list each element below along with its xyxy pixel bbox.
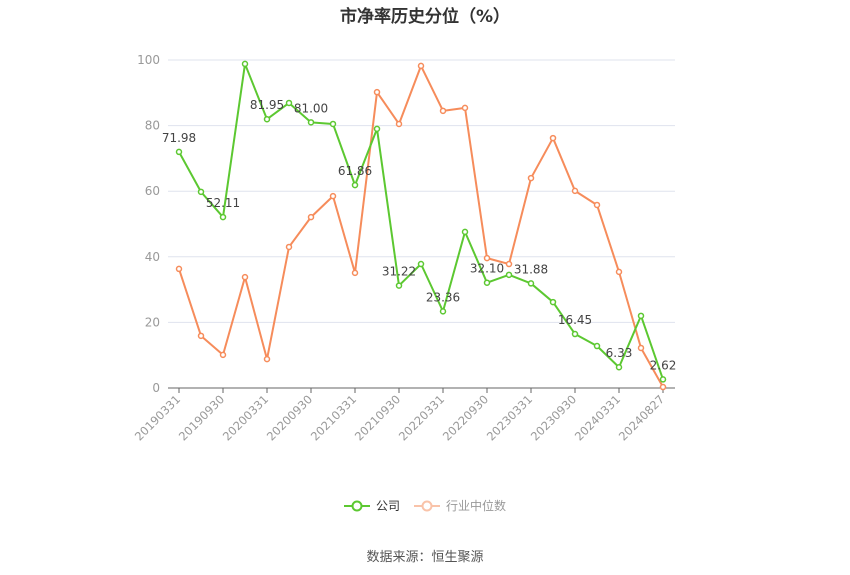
data-point[interactable]	[197, 332, 205, 340]
data-label: 31.88	[514, 262, 548, 276]
data-label: 2.62	[650, 358, 677, 372]
data-point[interactable]	[637, 344, 645, 352]
chart-title: 市净率历史分位（%）	[339, 7, 511, 27]
legend-item-industry-median[interactable]: 行业中位数	[414, 497, 506, 514]
data-point[interactable]	[417, 62, 425, 70]
data-point[interactable]	[175, 265, 183, 273]
industry-median-series-line	[178, 64, 664, 388]
legend-label-industry-median: 行业中位数	[446, 499, 507, 513]
data-label: 81.00	[294, 101, 328, 115]
data-point[interactable]	[395, 282, 403, 289]
data-point[interactable]	[461, 104, 469, 112]
data-point[interactable]	[615, 268, 623, 276]
y-tick-label: 40	[145, 250, 160, 264]
x-tick-label: 20240827	[616, 392, 667, 443]
legend-item-company[interactable]: 公司	[343, 497, 400, 514]
data-point[interactable]	[285, 99, 293, 107]
data-point[interactable]	[219, 351, 227, 359]
y-tick-label: 0	[152, 381, 160, 395]
data-point[interactable]	[571, 330, 579, 338]
data-label: 31.22	[382, 265, 416, 279]
data-point[interactable]	[417, 260, 425, 268]
data-point[interactable]	[439, 308, 447, 315]
data-point[interactable]	[549, 298, 557, 306]
x-tick-label: 20200930	[264, 392, 315, 443]
x-tick-label: 20210331	[308, 392, 359, 443]
data-point[interactable]	[395, 120, 403, 128]
x-tick-label: 20190331	[132, 392, 183, 443]
x-tick-label: 20220331	[396, 392, 447, 443]
line-chart: 0 20 40 60 80 100 2019033120190930202003312020…	[132, 53, 677, 444]
data-point[interactable]	[527, 174, 535, 182]
x-tick-label: 20230930	[528, 392, 579, 443]
data-label: 81.95	[250, 98, 284, 112]
y-tick-label: 80	[145, 119, 160, 133]
y-tick-label: 20	[145, 315, 160, 329]
data-point[interactable]	[351, 269, 359, 277]
y-tick-label: 100	[137, 53, 160, 67]
x-tick-label: 20230331	[484, 392, 535, 443]
data-label: 52.11	[206, 196, 240, 210]
x-tick-label: 20210930	[352, 392, 403, 443]
data-point[interactable]	[307, 213, 315, 221]
data-point[interactable]	[571, 187, 579, 195]
data-label: 6.33	[606, 346, 633, 360]
data-point[interactable]	[659, 383, 667, 391]
legend-label-company: 公司	[375, 499, 400, 513]
data-point[interactable]	[593, 342, 601, 350]
data-point[interactable]	[263, 115, 271, 123]
data-point[interactable]	[505, 271, 513, 279]
y-tick-label: 60	[145, 184, 160, 198]
data-point[interactable]	[527, 280, 535, 287]
data-label: 23.36	[426, 290, 460, 304]
legend-line-circle-icon	[343, 500, 370, 511]
data-point[interactable]	[373, 125, 381, 133]
data-point[interactable]	[483, 254, 491, 262]
data-point[interactable]	[307, 119, 315, 126]
legend: 公司 行业中位数	[0, 497, 850, 514]
x-tick-label: 20220930	[440, 392, 491, 443]
data-point[interactable]	[351, 181, 359, 189]
data-point[interactable]	[263, 355, 271, 363]
data-point[interactable]	[439, 107, 447, 115]
x-tick-label: 20240331	[572, 392, 623, 443]
data-point[interactable]	[373, 88, 381, 96]
data-label: 61.86	[338, 164, 372, 178]
x-tick-label: 20190930	[176, 392, 227, 443]
data-point[interactable]	[175, 148, 183, 156]
data-point[interactable]	[241, 273, 249, 281]
data-point[interactable]	[659, 376, 667, 383]
data-point[interactable]	[549, 134, 557, 142]
data-label: 32.10	[470, 262, 504, 276]
data-point[interactable]	[593, 201, 601, 209]
data-point[interactable]	[329, 120, 337, 128]
data-point[interactable]	[483, 279, 491, 286]
data-point[interactable]	[241, 60, 249, 68]
data-point[interactable]	[637, 312, 645, 320]
data-label: 16.45	[558, 313, 592, 327]
x-tick-label: 20200331	[220, 392, 271, 443]
data-point[interactable]	[219, 213, 227, 221]
legend-line-circle-icon	[414, 500, 440, 511]
data-point[interactable]	[461, 228, 469, 236]
data-point[interactable]	[505, 260, 513, 268]
data-point[interactable]	[615, 363, 623, 371]
data-label: 71.98	[162, 131, 196, 145]
data-point[interactable]	[329, 192, 337, 200]
data-source: 数据来源：恒生聚源	[366, 550, 484, 565]
data-point[interactable]	[197, 188, 205, 196]
data-point[interactable]	[285, 243, 293, 251]
